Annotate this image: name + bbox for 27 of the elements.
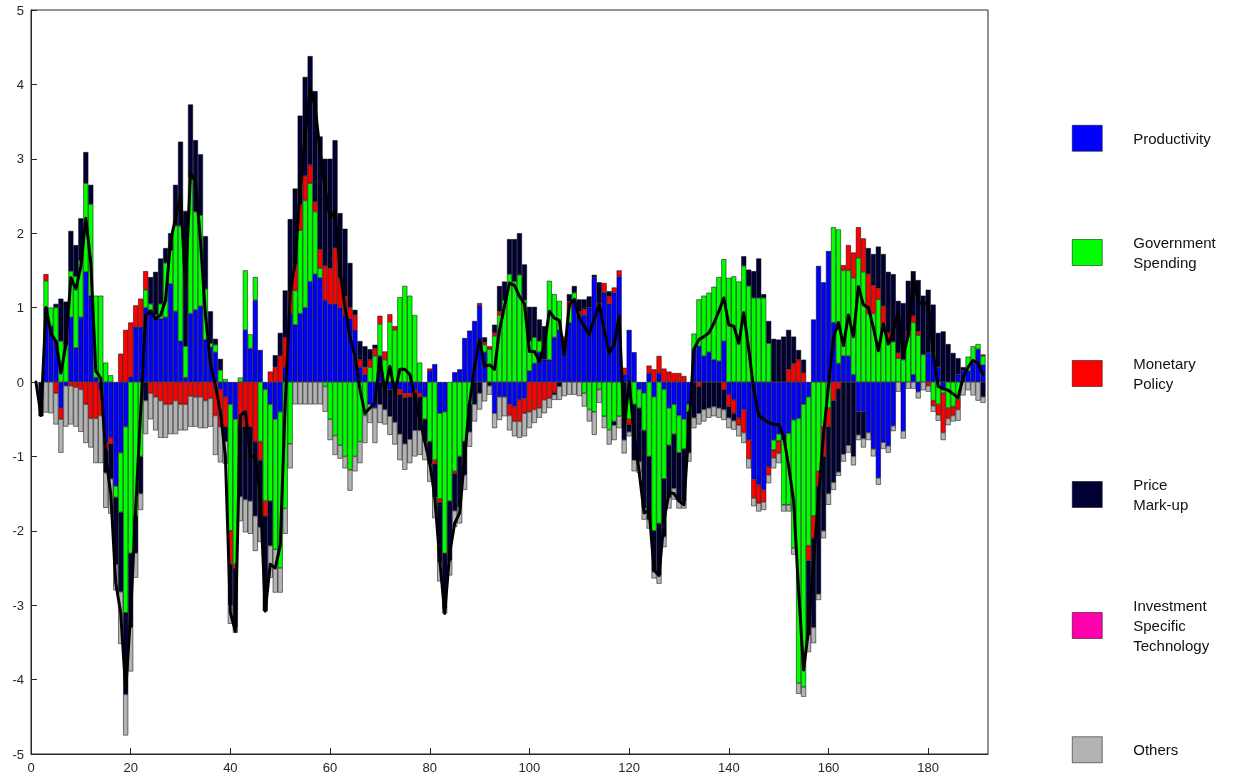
x-tick-label: 140 [717,760,740,775]
legend-label: Monetary Policy [1133,355,1200,392]
x-tick-label: 160 [817,760,840,775]
y-tick-label: -5 [12,746,24,762]
legend-label: Investment Specific Technology [1133,597,1211,654]
legend-label: Price Mark-up [1133,476,1189,513]
y-tick-label: 2 [16,225,24,241]
y-tick-label: 5 [16,2,24,18]
y-tick-label: -3 [12,597,24,613]
x-tick-label: 100 [518,760,541,775]
x-tick-label: 80 [422,760,437,775]
legend-label: Government Spending [1133,234,1220,271]
y-tick-label: 0 [16,374,24,390]
x-tick-label: 180 [917,760,940,775]
legend-label: Productivity [1133,129,1212,147]
y-tick-label: -4 [12,672,24,688]
legend-label: Others [1133,741,1179,759]
y-tick-label: 3 [16,151,24,167]
y-tick-label: -1 [12,448,24,464]
x-tick-label: 40 [223,760,238,775]
y-tick-label: 1 [16,300,24,316]
x-tick-label: 60 [322,760,338,775]
x-tick-label: 20 [123,760,138,775]
x-tick-label: 120 [618,760,640,775]
y-tick-label: 4 [16,76,24,92]
x-tick-label: 0 [27,760,35,775]
y-tick-label: -2 [12,523,24,539]
